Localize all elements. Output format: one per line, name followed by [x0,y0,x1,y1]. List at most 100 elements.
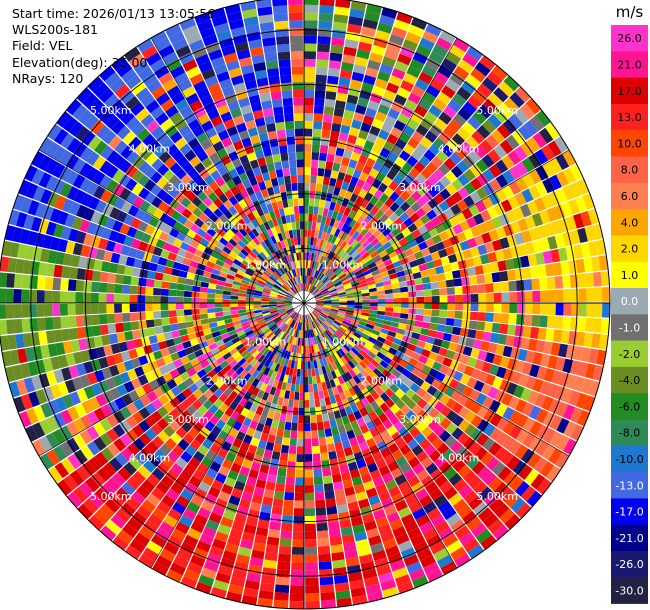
range-gate [217,165,228,177]
range-gate [216,71,231,83]
range-gate [266,473,277,483]
ray [87,76,296,295]
range-gate [247,127,259,138]
range-gate [489,261,500,273]
range-gate [157,406,169,418]
range-gate [296,284,301,292]
range-gate [432,168,445,181]
range-gate [445,170,458,183]
range-gate [477,244,488,256]
range-gate [426,568,443,583]
range-gate [286,468,296,478]
range-gate [488,497,504,513]
range-gate [283,239,289,248]
range-gate [496,124,512,139]
range-gate [304,392,310,401]
range-gate [586,303,595,317]
range-gate [355,195,364,206]
range-gate [90,210,102,224]
range-gate [307,275,310,284]
range-gate [342,54,356,65]
range-gate [458,59,474,74]
ray [0,288,293,303]
range-gate [192,388,204,400]
range-gate [488,441,502,456]
range-gate [141,336,151,347]
range-gate [372,118,384,130]
range-gate [204,333,214,341]
range-gate [284,230,290,240]
range-gate [316,317,323,325]
range-gate [105,114,120,130]
range-gate [336,285,345,291]
range-gate [339,164,348,174]
range-gate [176,365,187,375]
range-gate [324,490,335,500]
range-gate [291,562,304,571]
range-ring-label: 1.00km [322,258,364,271]
range-gate [315,300,324,303]
range-gate [348,218,357,228]
range-gate [73,142,88,158]
range-gate [113,438,127,452]
range-gate [59,182,73,198]
range-gate [146,493,161,507]
range-gate [481,361,493,374]
range-gate [502,170,515,184]
range-gate [573,244,584,259]
range-gate [222,246,232,255]
range-gate [304,461,313,470]
range-gate [286,293,294,298]
range-gate [8,209,20,226]
range-gate [238,199,248,209]
range-gate [314,484,324,493]
range-gate [125,95,140,111]
range-gate [66,99,82,116]
range-gate [294,268,299,277]
range-gate [270,362,278,371]
range-gate [294,321,298,330]
range-gate [436,91,452,105]
range-gate [223,199,233,210]
range-gate [110,492,126,508]
range-gate [188,39,205,52]
range-gate [284,421,292,431]
range-gate [133,229,145,241]
range-gate [203,247,213,256]
range-gate [153,448,167,462]
range-gate [319,358,325,367]
range-gate [292,312,298,320]
range-gate [294,213,300,222]
range-gate [495,226,507,239]
range-gate [152,246,163,257]
range-gate [347,258,356,267]
range-gate [117,467,132,482]
range-gate [469,191,482,204]
range-gate [343,344,351,352]
range-gate [154,37,172,52]
range-gate [194,514,208,526]
range-gate [222,233,232,242]
range-gate [316,530,329,539]
range-gate [364,243,374,252]
range-gate [83,207,95,222]
range-gate [272,315,281,321]
range-gate [190,358,200,368]
range-gate [429,78,445,92]
range-gate [168,289,177,297]
range-gate [314,491,325,501]
range-gate [136,485,151,499]
ray [313,310,552,495]
range-gate [200,94,214,107]
range-gate [514,232,525,245]
range-gate [240,349,250,358]
range-gate [535,181,548,197]
range-gate [93,422,106,436]
range-gate [408,167,421,179]
range-gate [239,286,248,291]
range-gate [516,291,525,303]
range-gate [228,195,239,206]
range-gate [420,554,436,568]
range-gate [423,561,440,575]
range-gate [274,282,282,289]
